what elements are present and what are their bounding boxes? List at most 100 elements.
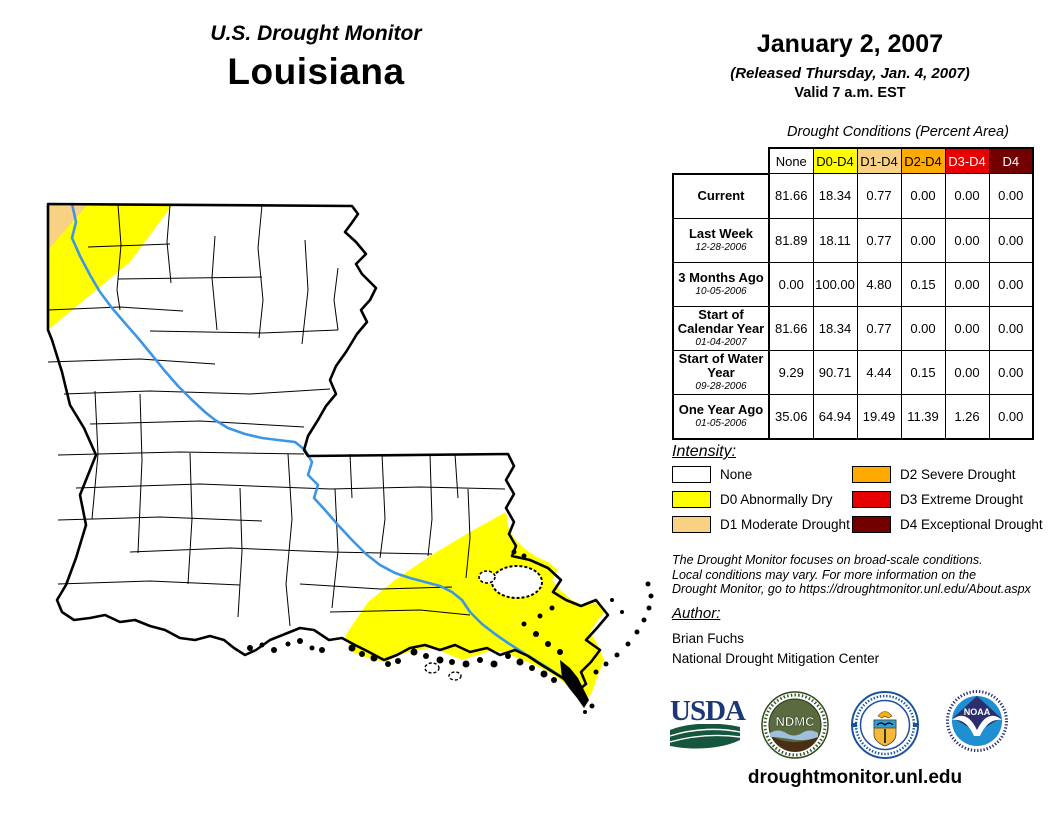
legend-item-d4: D4 Exceptional Drought [852, 516, 1052, 533]
disclaimer-line: Drought Monitor, go to https://droughtmo… [672, 582, 1031, 596]
value-cell: 0.00 [944, 261, 990, 307]
state-name-title: Louisiana [227, 51, 405, 92]
ndmc-logo: NDMC [761, 691, 829, 759]
drought-table-header-row: None D0-D4 D1-D4 D2-D4 D3-D4 D4 [673, 147, 1034, 174]
value-cell: 18.11 [812, 217, 858, 263]
author-heading: Author: [672, 605, 721, 622]
legend-item-d1: D1 Moderate Drought [672, 516, 857, 533]
legend-label: D3 Extreme Drought [900, 492, 1024, 507]
terrebonne-bay [448, 671, 462, 681]
legend-item-d2: D2 Severe Drought [852, 466, 1052, 483]
value-cell: 9.29 [768, 349, 814, 395]
value-cell: 64.94 [812, 393, 858, 440]
ndmc-logo-text: NDMC [776, 714, 816, 729]
value-cell: 0.00 [768, 261, 814, 307]
drought-d0-region-northwest [48, 204, 173, 330]
column-header-d4: D4 [988, 147, 1034, 174]
column-header-none: None [768, 147, 814, 174]
value-cell: 0.00 [944, 217, 990, 263]
value-cell: 0.00 [900, 305, 946, 351]
parish-boundaries [47, 204, 506, 627]
value-cell: 11.39 [900, 393, 946, 440]
value-cell: 19.49 [856, 393, 902, 440]
noaa-logo-text: NOAA [964, 707, 991, 717]
row-label: Last Week 12-28-2006 [672, 217, 770, 263]
legend-swatch-d3 [852, 491, 891, 508]
legend-swatch-d0 [672, 491, 711, 508]
table-row: Start of Calendar Year 01-04-2007 81.66 18.… [672, 305, 1034, 351]
legend-label: None [720, 467, 753, 482]
lake-maurepas [478, 570, 496, 584]
legend-label: D1 Moderate Drought [720, 517, 850, 532]
legend-title: Intensity: [672, 443, 737, 460]
value-cell: 0.77 [856, 173, 902, 219]
value-cell: 0.00 [988, 305, 1034, 351]
value-cell: 0.00 [900, 173, 946, 219]
column-header-d2-d4: D2-D4 [900, 147, 946, 174]
drought-table-body: Current 81.66 18.34 0.77 0.00 0.00 0.00 Last We… [672, 172, 1034, 440]
row-label: 3 Months Ago 10-05-2006 [672, 261, 770, 307]
row-label: Start of Water Year 09-28-2006 [672, 349, 770, 395]
value-cell: 0.00 [944, 173, 990, 219]
table-row: One Year Ago 01-05-2006 35.06 64.94 19.49 11.… [672, 393, 1034, 440]
lake-pontchartrain [491, 565, 543, 599]
mississippi-delta [560, 660, 589, 708]
value-cell: 0.77 [856, 217, 902, 263]
legend-swatch-none [672, 466, 711, 483]
legend-item-d3: D3 Extreme Drought [852, 491, 1052, 508]
value-cell: 100.00 [812, 261, 858, 307]
legend-label: D4 Exceptional Drought [900, 517, 1043, 532]
row-label: Start of Calendar Year 01-04-2007 [672, 305, 770, 351]
legend-swatch-d4 [852, 516, 891, 533]
drought-d1-region-northwest [48, 204, 88, 250]
value-cell: 90.71 [812, 349, 858, 395]
author-name: Brian Fuchs [672, 631, 745, 646]
legend-column-left: None D0 Abnormally Dry D1 Moderate Drought [672, 466, 857, 541]
release-date: (Released Thursday, Jan. 4, 2007) [730, 65, 970, 82]
disclaimer-line: The Drought Monitor focuses on broad-sca… [672, 553, 983, 567]
drought-d0-region-southeast [345, 512, 606, 704]
legend-column-right: D2 Severe Drought D3 Extreme Drought D4 Ex… [852, 466, 1052, 541]
table-title: Drought Conditions (Percent Area) [787, 124, 1009, 140]
row-label: One Year Ago 01-05-2006 [672, 393, 770, 440]
author-organization: National Drought Mitigation Center [672, 651, 880, 666]
legend-swatch-d2 [852, 466, 891, 483]
table-row: Current 81.66 18.34 0.77 0.00 0.00 0.00 [672, 172, 1034, 219]
legend-swatch-d1 [672, 516, 711, 533]
value-cell: 0.00 [988, 349, 1034, 395]
value-cell: 0.00 [988, 173, 1034, 219]
value-cell: 35.06 [768, 393, 814, 440]
state-outline [46, 202, 610, 694]
doc-logo [851, 691, 919, 759]
value-cell: 0.00 [988, 261, 1034, 307]
column-header-d3-d4: D3-D4 [944, 147, 990, 174]
value-cell: 18.34 [812, 173, 858, 219]
noaa-logo: NOAA [945, 689, 1009, 753]
value-cell: 0.00 [900, 217, 946, 263]
value-cell: 0.77 [856, 305, 902, 351]
value-cell: 0.15 [900, 261, 946, 307]
column-header-d1-d4: D1-D4 [856, 147, 902, 174]
table-row: Start of Water Year 09-28-2006 9.29 90.71 4.… [672, 349, 1034, 395]
legend-item-none: None [672, 466, 857, 483]
value-cell: 4.44 [856, 349, 902, 395]
footer-url[interactable]: droughtmonitor.unl.edu [747, 767, 963, 788]
value-cell: 18.34 [812, 305, 858, 351]
legend-label: D2 Severe Drought [900, 467, 1016, 482]
usda-logo-text: USDA [670, 695, 746, 727]
red-river-mississippi-river [70, 202, 586, 705]
table-corner-cell [673, 148, 770, 174]
map-date: January 2, 2007 [756, 30, 944, 58]
column-header-d0-d4: D0-D4 [812, 147, 858, 174]
drought-conditions-table: None D0-D4 D1-D4 D2-D4 D3-D4 D4 Current 81.66 1… [672, 147, 1034, 440]
value-cell: 1.26 [944, 393, 990, 440]
disclaimer-line: Local conditions may vary. For more info… [672, 567, 977, 582]
value-cell: 0.15 [900, 349, 946, 395]
value-cell: 0.00 [988, 393, 1034, 440]
valid-time: Valid 7 a.m. EST [794, 85, 906, 101]
table-row: 3 Months Ago 10-05-2006 0.00 100.00 4.80 0.15… [672, 261, 1034, 307]
value-cell: 0.00 [988, 217, 1034, 263]
title-block: U.S. Drought Monitor Louisiana [96, 22, 536, 93]
legend-label: D0 Abnormally Dry [720, 492, 833, 507]
